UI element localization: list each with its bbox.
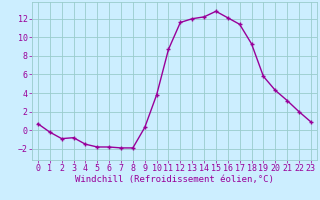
X-axis label: Windchill (Refroidissement éolien,°C): Windchill (Refroidissement éolien,°C) [75,175,274,184]
